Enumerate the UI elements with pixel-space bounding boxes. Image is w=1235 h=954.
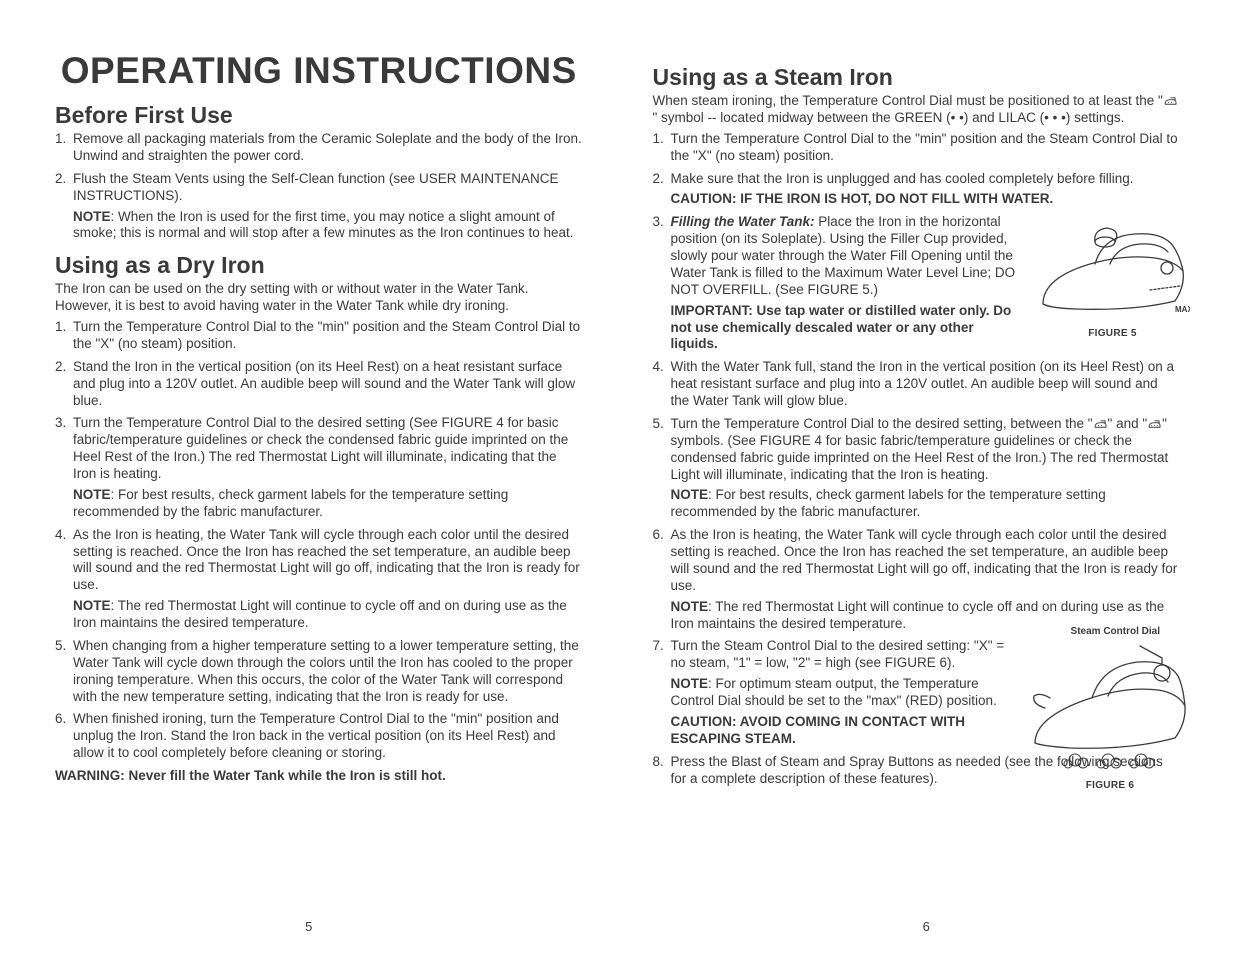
note: NOTE: When the Iron is used for the firs…	[73, 209, 583, 243]
dry-warning: WARNING: Never fill the Water Tank while…	[55, 768, 583, 783]
dry-intro: The Iron can be used on the dry setting …	[55, 281, 583, 315]
iron-icon	[1147, 419, 1162, 430]
list-item: Turn the Temperature Control Dial to the…	[653, 131, 1181, 165]
svg-text:MAX: MAX	[1175, 305, 1190, 314]
page-number-left: 5	[0, 919, 618, 934]
iron-icon	[1163, 96, 1178, 107]
list-item: Filling the Water Tank: Place the Iron i…	[653, 214, 1181, 353]
list-item: With the Water Tank full, stand the Iron…	[653, 359, 1181, 410]
iron-illustration: MAX	[1035, 216, 1190, 326]
list-item: Turn the Temperature Control Dial to the…	[55, 319, 583, 353]
note: NOTE: For best results, check garment la…	[671, 487, 1181, 521]
list-item: When finished ironing, turn the Temperat…	[55, 711, 583, 762]
note: NOTE: For optimum steam output, the Temp…	[671, 676, 1021, 710]
before-list: Remove all packaging materials from the …	[55, 131, 583, 242]
iron-icon	[1093, 419, 1108, 430]
list-item: Turn the Temperature Control Dial to the…	[653, 416, 1181, 521]
dry-list: Turn the Temperature Control Dial to the…	[55, 319, 583, 762]
main-title: OPERATING INSTRUCTIONS	[55, 50, 583, 92]
list-item: Turn the Steam Control Dial to the desir…	[653, 638, 1181, 747]
list-item: Make sure that the Iron is unplugged and…	[653, 171, 1181, 209]
steam-dial-label: Steam Control Dial	[1071, 626, 1160, 639]
heading-before-first-use: Before First Use	[55, 102, 583, 129]
figure-caption: FIGURE 5	[1035, 328, 1190, 341]
list-item: Stand the Iron in the vertical position …	[55, 359, 583, 410]
steam-intro: When steam ironing, the Temperature Cont…	[653, 93, 1181, 127]
list-item: As the Iron is heating, the Water Tank w…	[653, 527, 1181, 632]
page-left: OPERATING INSTRUCTIONS Before First Use …	[55, 50, 583, 793]
heading-steam-iron: Using as a Steam Iron	[653, 64, 1181, 91]
note: NOTE: The red Thermostat Light will cont…	[73, 598, 583, 632]
heading-dry-iron: Using as a Dry Iron	[55, 252, 583, 279]
list-item: Remove all packaging materials from the …	[55, 131, 583, 165]
figure-5: MAX FIGURE 5	[1035, 216, 1190, 341]
page-number-right: 6	[618, 919, 1235, 934]
steam-list: Turn the Temperature Control Dial to the…	[653, 131, 1181, 788]
page-numbers: 5 6	[0, 919, 1235, 934]
page-right: Using as a Steam Iron When steam ironing…	[653, 50, 1181, 793]
caution: CAUTION: AVOID COMING IN CONTACT WITH ES…	[671, 714, 1021, 748]
important: IMPORTANT: Use tap water or distilled wa…	[671, 303, 1021, 354]
caution: CAUTION: IF THE IRON IS HOT, DO NOT FILL…	[671, 191, 1181, 208]
note: NOTE: For best results, check garment la…	[73, 487, 583, 521]
list-item: As the Iron is heating, the Water Tank w…	[55, 527, 583, 632]
list-item: Turn the Temperature Control Dial to the…	[55, 415, 583, 520]
list-item: Flush the Steam Vents using the Self-Cle…	[55, 171, 583, 243]
list-item: When changing from a higher temperature …	[55, 638, 583, 706]
list-item: Press the Blast of Steam and Spray Butto…	[653, 754, 1181, 788]
